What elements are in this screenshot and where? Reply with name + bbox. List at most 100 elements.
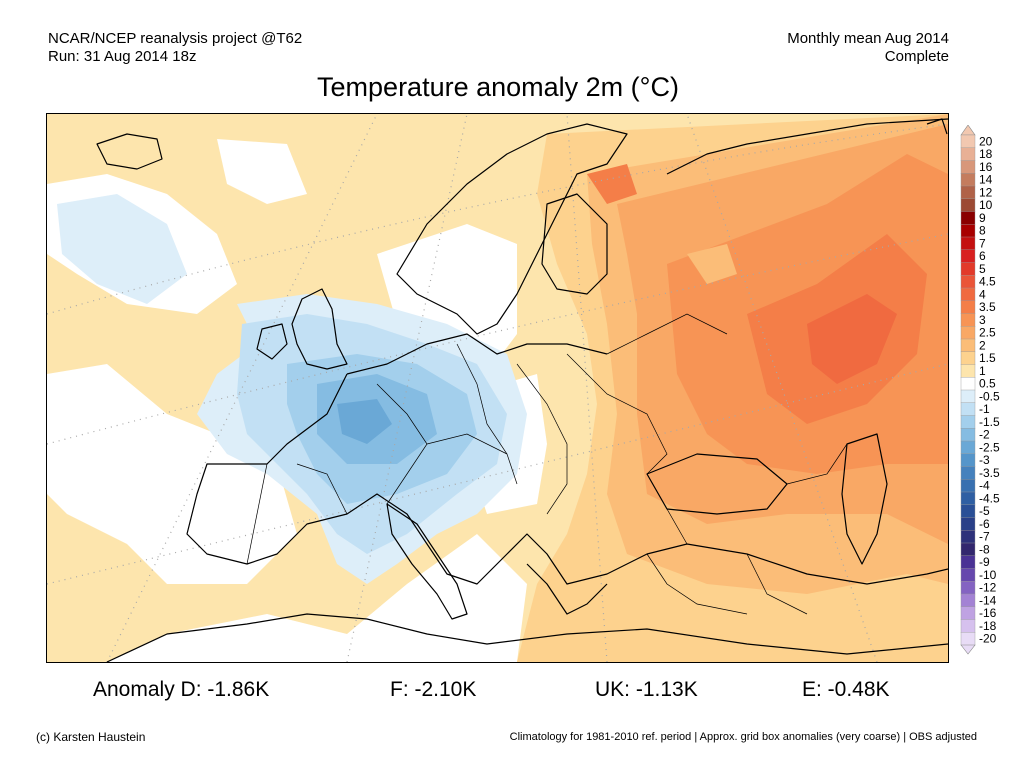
colorbar-swatch: [960, 262, 976, 276]
colorbar-label: 3: [979, 313, 986, 327]
colorbar-label: 1: [979, 364, 986, 378]
region-stats: Anomaly D: -1.86K F: -2.10K UK: -1.13K E…: [0, 678, 1024, 708]
colorbar-swatch: [960, 632, 976, 646]
colorbar-swatch: [960, 581, 976, 595]
colorbar-label: -1.5: [979, 415, 1000, 429]
colorbar-label: -3.5: [979, 466, 1000, 480]
colorbar-arrow-bottom: [960, 644, 976, 655]
colorbar-swatch: [960, 402, 976, 417]
colorbar-label: 12: [979, 185, 993, 199]
colorbar-label: -7: [979, 530, 990, 544]
colorbar-label: 4.5: [979, 275, 996, 289]
colorbar-label: -6: [979, 517, 990, 531]
footnote: Climatology for 1981-2010 ref. period | …: [509, 731, 977, 743]
colorbar-label: 5: [979, 262, 986, 276]
colorbar-swatch: [960, 555, 976, 570]
colorbar-swatch: [960, 440, 976, 455]
model-name: NCAR/NCEP reanalysis project @T62: [48, 30, 303, 47]
stat-uk: UK: -1.13K: [595, 678, 698, 701]
colorbar-swatch: [960, 606, 976, 621]
colorbar-swatch: [960, 491, 976, 506]
colorbar-label: 9: [979, 211, 986, 225]
colorbar-swatch: [960, 313, 976, 327]
colorbar-label: 3.5: [979, 300, 996, 314]
colorbar-label: 16: [979, 160, 993, 174]
colorbar-swatch: [960, 160, 976, 174]
colorbar-swatch: [960, 415, 976, 429]
map-canvas: [47, 114, 948, 662]
anomaly-field: [47, 114, 948, 662]
colorbar-label: -5: [979, 504, 990, 518]
colorbar-swatch: [960, 198, 976, 213]
colorbar-label: -10: [979, 568, 997, 582]
colorbar-swatch: [960, 249, 976, 264]
colorbar-swatch: [960, 479, 976, 493]
colorbar-label: 10: [979, 198, 993, 212]
stat-spain: E: -0.48K: [802, 678, 890, 701]
colorbar-swatch: [960, 236, 976, 251]
colorbar-swatch: [960, 211, 976, 225]
colorbar-label: -1: [979, 402, 990, 416]
colorbar-swatch: [960, 287, 976, 302]
colorbar-label: -9: [979, 555, 990, 569]
colorbar-swatch: [960, 224, 976, 238]
colorbar-swatch: [960, 377, 976, 391]
country-borders: [246, 313, 848, 615]
colorbar-swatch: [960, 134, 976, 149]
colorbar-label: -4.5: [979, 491, 1000, 505]
colorbar-label: -8: [979, 542, 990, 556]
colorbar-label: -14: [979, 593, 997, 607]
colorbar-label: 2: [979, 338, 986, 352]
colorbar-swatch: [960, 453, 976, 468]
header-right: Monthly mean Aug 2014 Complete: [787, 30, 949, 66]
colorbar-swatch: [960, 300, 976, 315]
colorbar-label: 0.5: [979, 377, 996, 391]
colorbar-swatch: [960, 147, 976, 162]
colorbar-swatch: [960, 364, 976, 378]
colorbar-swatch: [960, 275, 976, 289]
colorbar-swatch: [960, 351, 976, 366]
colorbar-label: -18: [979, 619, 997, 633]
colorbar-swatch: [960, 619, 976, 633]
colorbar-label: -0.5: [979, 389, 1000, 403]
map-title: Temperature anomaly 2m (°C): [317, 72, 679, 102]
colorbar-swatch: [960, 428, 976, 442]
colorbar-swatch: [960, 517, 976, 531]
colorbar-label: 2.5: [979, 326, 996, 340]
colorbar-swatch: [960, 530, 976, 544]
colorbar-label: 6: [979, 249, 986, 263]
colorbar: 201816141210987654.543.532.521.510.5-0.5…: [960, 125, 1000, 655]
colorbar-label: 7: [979, 236, 986, 250]
colorbar-label: -4: [979, 479, 990, 493]
colorbar-swatch: [960, 568, 976, 582]
header-left: NCAR/NCEP reanalysis project @T62 Run: 3…: [48, 30, 302, 66]
colorbar-arrow-top: [960, 125, 976, 136]
copyright: (c) Karsten Haustein: [36, 730, 146, 744]
run-time: Run: 31 Aug 2014 18z: [48, 48, 197, 65]
colorbar-swatch: [960, 593, 976, 608]
colorbar-label: -20: [979, 632, 997, 646]
colorbar-swatch: [960, 173, 976, 187]
colorbar-label: 4: [979, 287, 986, 301]
colorbar-swatch: [960, 466, 976, 480]
colorbar-swatch: [960, 542, 976, 557]
stat-anomaly-germany: Anomaly D: -1.86K: [93, 678, 270, 701]
status-label: Complete: [884, 48, 949, 65]
colorbar-swatch: [960, 185, 976, 200]
colorbar-swatch: [960, 326, 976, 340]
colorbar-label: -16: [979, 606, 997, 620]
colorbar-label: -3: [979, 453, 990, 467]
coastlines: [96, 118, 948, 662]
period-label: Monthly mean Aug 2014: [787, 30, 949, 47]
colorbar-label: -2.5: [979, 440, 1000, 454]
colorbar-label: 8: [979, 224, 986, 238]
anomaly-map: [46, 113, 949, 663]
colorbar-swatch: [960, 389, 976, 404]
colorbar-label: 14: [979, 173, 993, 187]
colorbar-label: -2: [979, 428, 990, 442]
graticule: [47, 114, 948, 662]
colorbar-label: -12: [979, 581, 997, 595]
colorbar-label: 1.5: [979, 351, 996, 365]
stat-france: F: -2.10K: [390, 678, 477, 701]
colorbar-label: 18: [979, 147, 993, 161]
